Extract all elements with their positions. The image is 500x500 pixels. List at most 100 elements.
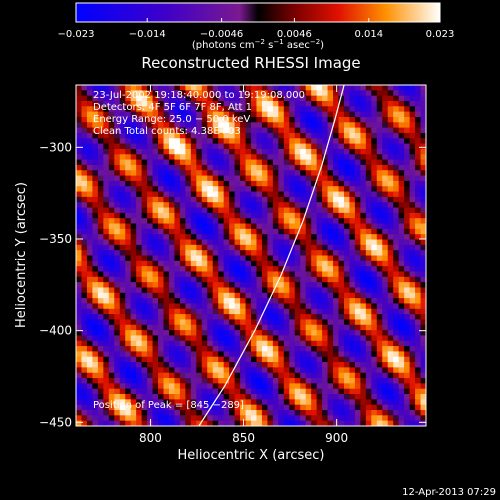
heatmap-cell	[190, 367, 197, 374]
heatmap-cell	[207, 271, 214, 278]
heatmap-cell	[415, 356, 422, 363]
heatmap-cell	[327, 324, 334, 331]
heatmap-cell	[409, 244, 416, 251]
heatmap-cell	[409, 175, 416, 182]
heatmap-cell	[338, 388, 345, 395]
heatmap-cell	[92, 276, 99, 283]
heatmap-cell	[92, 367, 99, 374]
heatmap-cell	[201, 276, 208, 283]
heatmap-cell	[349, 111, 356, 118]
heatmap-cell	[267, 356, 274, 363]
heatmap-cell	[136, 228, 143, 235]
heatmap-cell	[316, 95, 323, 102]
heatmap-cell	[141, 367, 148, 374]
heatmap-cell	[283, 399, 290, 406]
heatmap-cell	[251, 367, 258, 374]
heatmap-cell	[152, 298, 159, 305]
heatmap-cell	[333, 127, 340, 134]
heatmap-cell	[278, 415, 285, 422]
heatmap-cell	[305, 340, 312, 347]
heatmap-cell	[229, 383, 236, 390]
heatmap-cell	[81, 351, 88, 358]
heatmap-cell	[349, 175, 356, 182]
heatmap-cell	[294, 276, 301, 283]
heatmap-cell	[338, 314, 345, 321]
heatmap-cell	[168, 122, 176, 129]
heatmap-cell	[114, 207, 121, 214]
heatmap-cell	[119, 202, 126, 209]
heatmap-cell	[371, 122, 378, 129]
heatmap-cell	[240, 378, 247, 384]
heatmap-cell	[382, 271, 389, 278]
heatmap-cell	[114, 356, 121, 363]
heatmap-cell	[174, 314, 181, 321]
heatmap-cell	[300, 298, 307, 305]
heatmap-cell	[294, 255, 301, 262]
heatmap-cell	[147, 196, 154, 203]
heatmap-cell	[158, 330, 165, 337]
heatmap-cell	[174, 186, 181, 193]
heatmap-cell	[294, 298, 301, 305]
heatmap-cell	[86, 122, 94, 129]
heatmap-cell	[147, 250, 154, 257]
heatmap-cell	[404, 143, 411, 150]
heatmap-cell	[163, 164, 170, 171]
heatmap-cell	[212, 308, 219, 315]
heatmap-cell	[365, 250, 372, 257]
heatmap-cell	[343, 335, 351, 342]
heatmap-cell	[97, 308, 104, 315]
heatmap-cell	[354, 340, 361, 347]
heatmap-cell	[387, 186, 394, 193]
heatmap-cell	[360, 399, 367, 406]
heatmap-cell	[114, 260, 121, 267]
heatmap-cell	[81, 276, 88, 283]
heatmap-cell	[371, 340, 378, 347]
heatmap-cell	[130, 116, 137, 123]
heatmap-cell	[179, 127, 186, 134]
heatmap-cell	[223, 127, 230, 134]
heatmap-cell	[398, 159, 405, 166]
heatmap-cell	[393, 383, 400, 390]
heatmap-cell	[97, 143, 104, 150]
heatmap-cell	[261, 255, 269, 262]
heatmap-cell	[86, 266, 94, 273]
heatmap-cell	[261, 148, 269, 155]
heatmap-cell	[256, 212, 263, 219]
heatmap-cell	[343, 132, 351, 139]
heatmap-cell	[125, 298, 132, 305]
heatmap-cell	[349, 324, 356, 331]
heatmap-cell	[371, 106, 378, 113]
heatmap-cell	[147, 356, 154, 363]
heatmap-cell	[305, 234, 312, 241]
heatmap-cell	[327, 383, 334, 390]
heatmap-cell	[311, 383, 318, 390]
heatmap-cell	[76, 223, 83, 230]
heatmap-cell	[376, 148, 383, 155]
heatmap-cell	[420, 324, 426, 331]
heatmap-cell	[272, 148, 279, 155]
heatmap-cell	[322, 170, 329, 177]
heatmap-cell	[240, 196, 247, 203]
heatmap-cell	[190, 218, 197, 225]
heatmap-cell	[158, 415, 165, 422]
heatmap-cell	[343, 154, 351, 161]
heatmap-cell	[343, 218, 351, 225]
heatmap-cell	[97, 335, 104, 342]
heatmap-cell	[76, 244, 83, 251]
heatmap-cell	[333, 335, 340, 342]
heatmap-cell	[212, 415, 219, 422]
heatmap-cell	[387, 95, 394, 102]
heatmap-cell	[305, 164, 312, 171]
heatmap-cell	[409, 308, 416, 315]
heatmap-cell	[349, 196, 356, 203]
heatmap-cell	[376, 420, 383, 426]
heatmap-cell	[398, 164, 405, 171]
heatmap-cell	[267, 127, 274, 134]
heatmap-cell	[354, 85, 361, 91]
heatmap-cell	[365, 218, 372, 225]
heatmap-cell	[86, 191, 94, 198]
heatmap-cell	[376, 340, 383, 347]
heatmap-cell	[168, 282, 176, 289]
heatmap-cell	[371, 367, 378, 374]
heatmap-cell	[174, 106, 181, 113]
